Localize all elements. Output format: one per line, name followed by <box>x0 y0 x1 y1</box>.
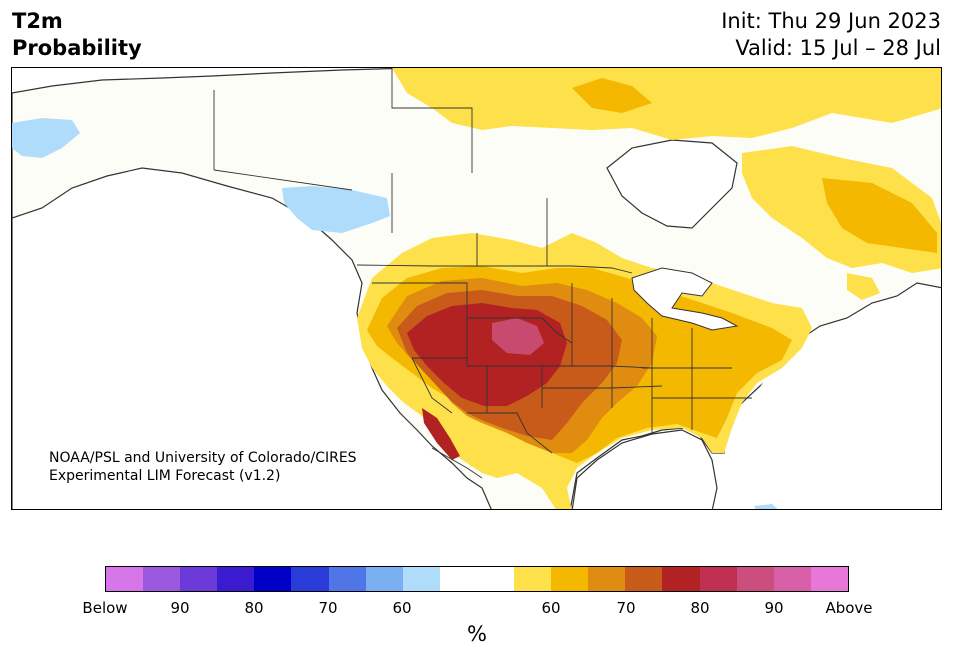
title-variable: T2m <box>12 9 63 33</box>
colorbar-segment <box>180 567 218 591</box>
init-date: Init: Thu 29 Jun 2023 <box>721 9 941 33</box>
colorbar-segment <box>699 567 737 591</box>
colorbar <box>105 566 849 592</box>
colorbar-segment <box>625 567 663 591</box>
atlantic-ocean <box>717 293 941 509</box>
colorbar-label: Above <box>825 599 873 617</box>
pacific-ocean <box>12 167 492 509</box>
below-60-alaska <box>12 118 80 158</box>
below-60-caribbean <box>754 504 778 509</box>
colorbar-segment <box>476 567 515 591</box>
political-borders <box>213 68 752 479</box>
colorbar-segment <box>106 567 144 591</box>
forecast-dates: Init: Thu 29 Jun 2023 Valid: 15 Jul – 28… <box>721 8 941 62</box>
below-60-bc-coast <box>282 186 390 233</box>
above-65-quebec <box>822 178 937 253</box>
colorbar-label: 70 <box>616 599 636 617</box>
colorbar-label: 90 <box>170 599 190 617</box>
colorbar-label: 80 <box>244 599 264 617</box>
colorbar-segment <box>810 567 848 591</box>
valid-range: Valid: 15 Jul – 28 Jul <box>735 36 941 60</box>
colorbar-label: 90 <box>764 599 784 617</box>
colorbar-segment <box>143 567 181 591</box>
above-70-arctic <box>572 78 652 113</box>
colorbar-segment <box>662 567 700 591</box>
colorbar-segment <box>365 567 403 591</box>
credit-text: NOAA/PSL and University of Colorado/CIRE… <box>49 449 357 485</box>
colorbar-label: 60 <box>541 599 561 617</box>
above-60-maritimes <box>847 273 880 300</box>
colorbar-label: 80 <box>690 599 710 617</box>
above-85-band <box>492 318 544 355</box>
colorbar-segment <box>588 567 626 591</box>
colorbar-label: Below <box>82 599 128 617</box>
colorbar-segment <box>217 567 255 591</box>
colorbar-segment <box>773 567 811 591</box>
colorbar-segment <box>254 567 292 591</box>
colorbar-segment <box>402 567 440 591</box>
great-lakes <box>631 267 739 331</box>
colorbar-segment <box>291 567 329 591</box>
title-subtitle: Probability <box>12 36 142 60</box>
colorbar-label: 60 <box>392 599 412 617</box>
colorbar-segment <box>514 567 552 591</box>
gulf-of-mexico <box>571 429 718 509</box>
credit-line-1: NOAA/PSL and University of Colorado/CIRE… <box>49 450 357 466</box>
colorbar-segment <box>551 567 589 591</box>
colorbar-segment <box>439 567 477 591</box>
map-title: T2m Probability <box>12 8 142 62</box>
above-80-baja <box>422 408 460 460</box>
probability-map <box>11 67 942 510</box>
colorbar-segment <box>328 567 366 591</box>
credit-line-2: Experimental LIM Forecast (v1.2) <box>49 468 281 484</box>
hudson-bay <box>606 139 738 229</box>
map-svg <box>12 68 941 509</box>
colorbar-label: 70 <box>318 599 338 617</box>
colorbar-segment <box>736 567 774 591</box>
colorbar-unit: % <box>467 622 487 646</box>
above-60-arctic <box>392 68 941 140</box>
